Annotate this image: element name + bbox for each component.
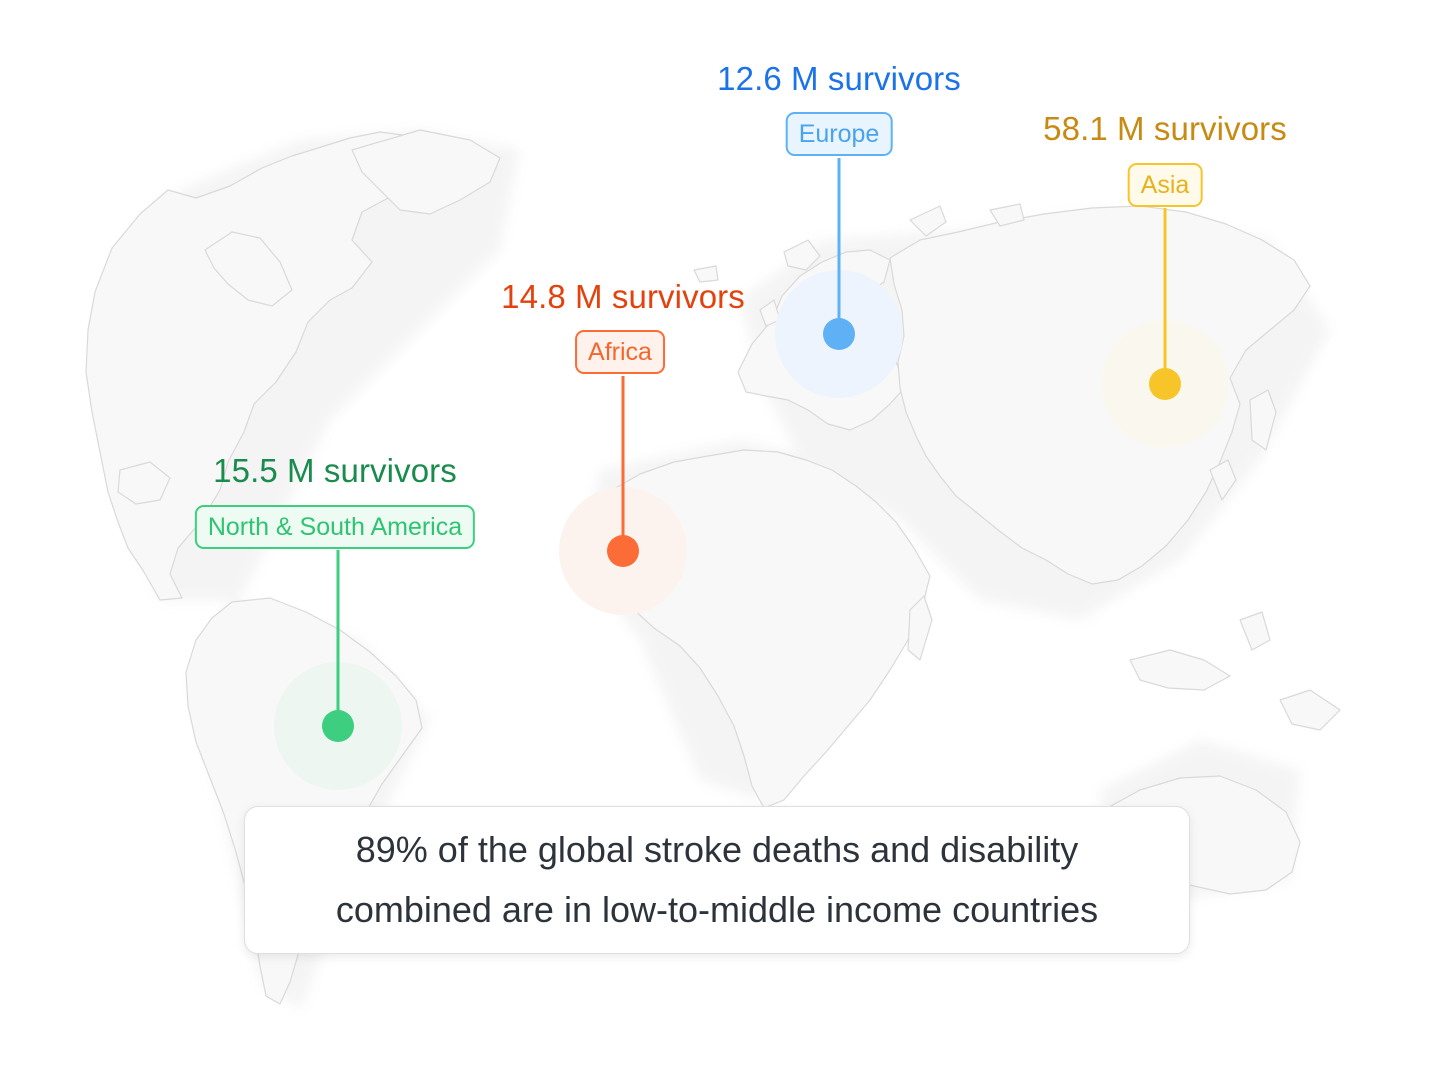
asia-survivors-value: 58.1 M survivors [1043, 110, 1287, 147]
caption-line-2: combined are in low-to-middle income cou… [335, 889, 1099, 930]
europe-connector-line [837, 158, 841, 336]
africa-marker[interactable] [607, 535, 639, 567]
europe-marker[interactable] [823, 318, 855, 350]
asia-label-tag: Asia [1127, 163, 1203, 207]
europe-label-tag: Europe [785, 112, 893, 156]
americas-marker[interactable] [322, 710, 354, 742]
americas-connector-line [336, 550, 340, 728]
asia-connector-line [1163, 208, 1167, 386]
africa-connector-line [621, 376, 625, 553]
americas-label-tag: North & South America [194, 505, 476, 549]
europe-survivors-value: 12.6 M survivors [717, 60, 961, 97]
americas-survivors-value: 15.5 M survivors [213, 452, 457, 489]
africa-label-tag: Africa [575, 330, 665, 374]
asia-marker[interactable] [1149, 368, 1181, 400]
caption-text: 89% of the global stroke deaths and disa… [336, 820, 1098, 940]
caption-line-1: 89% of the global stroke deaths and disa… [355, 829, 1079, 870]
africa-survivors-value: 14.8 M survivors [501, 278, 745, 315]
caption-box: 89% of the global stroke deaths and disa… [244, 806, 1190, 954]
